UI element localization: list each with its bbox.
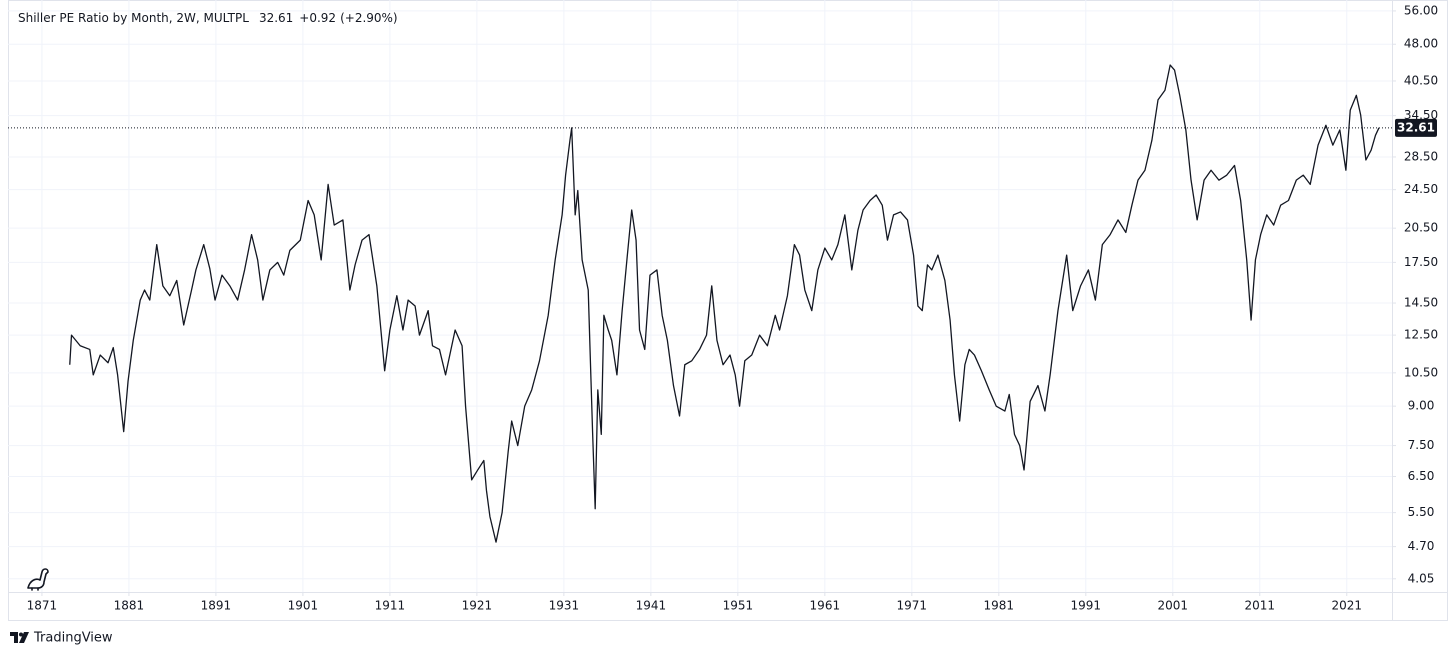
y-tick-label: 10.50: [1404, 365, 1438, 379]
x-tick-label: 2001: [1158, 599, 1189, 613]
y-tick-label: 4.05: [1408, 571, 1435, 585]
x-tick-label: 1891: [201, 599, 232, 613]
x-tick-label: 1991: [1071, 599, 1102, 613]
brand-name: TradingView: [33, 631, 113, 646]
y-tick-label: 9.00: [1408, 399, 1435, 413]
x-tick-label: 1931: [549, 599, 580, 613]
brand-logo: [10, 632, 29, 643]
y-tick-label: 5.50: [1408, 505, 1435, 519]
y-tick-label: 12.50: [1404, 328, 1438, 342]
y-tick-label: 34.50: [1404, 108, 1438, 122]
x-tick-label: 1901: [288, 599, 319, 613]
legend-change-percent: (+2.90%): [340, 11, 398, 25]
y-tick-label: 48.00: [1404, 37, 1438, 51]
y-tick-label: 14.50: [1404, 296, 1438, 310]
legend-last: 32.61: [259, 11, 293, 25]
x-tick-label: 1871: [27, 599, 58, 613]
grid: [8, 0, 1392, 592]
x-tick-label: 1951: [723, 599, 754, 613]
y-tick-label: 20.50: [1404, 221, 1438, 235]
x-tick-label: 1981: [984, 599, 1015, 613]
chart-frame: [8, 0, 1448, 621]
legend: Shiller PE Ratio by Month, 2W, MULTPL 32.…: [18, 11, 398, 25]
x-tick-label: 1961: [810, 599, 841, 613]
y-tick-label: 7.50: [1408, 438, 1435, 452]
y-tick-label: 6.50: [1408, 469, 1435, 483]
legend-title: Shiller PE Ratio by Month, 2W, MULTPL: [18, 11, 249, 25]
x-tick-label: 1941: [636, 599, 667, 613]
y-tick-label: 28.50: [1404, 149, 1438, 163]
dino-icon: [27, 568, 49, 591]
y-tick-label: 56.00: [1404, 3, 1438, 17]
legend-change: +0.92: [299, 11, 336, 25]
x-tick-label: 1911: [375, 599, 406, 613]
x-tick-label: 1971: [897, 599, 928, 613]
last-price-label: 32.61: [1397, 120, 1435, 134]
x-tick-label: 1921: [462, 599, 493, 613]
x-tick-label: 1881: [114, 599, 145, 613]
x-tick-label: 2021: [1331, 599, 1362, 613]
x-tick-label: 2011: [1245, 599, 1276, 613]
y-tick-label: 4.70: [1408, 539, 1435, 553]
last-price-box: [1395, 118, 1437, 137]
price-line: [69, 64, 1380, 543]
y-tick-label: 17.50: [1404, 255, 1438, 269]
y-tick-label: 40.50: [1404, 73, 1438, 87]
y-tick-label: 24.50: [1404, 182, 1438, 196]
